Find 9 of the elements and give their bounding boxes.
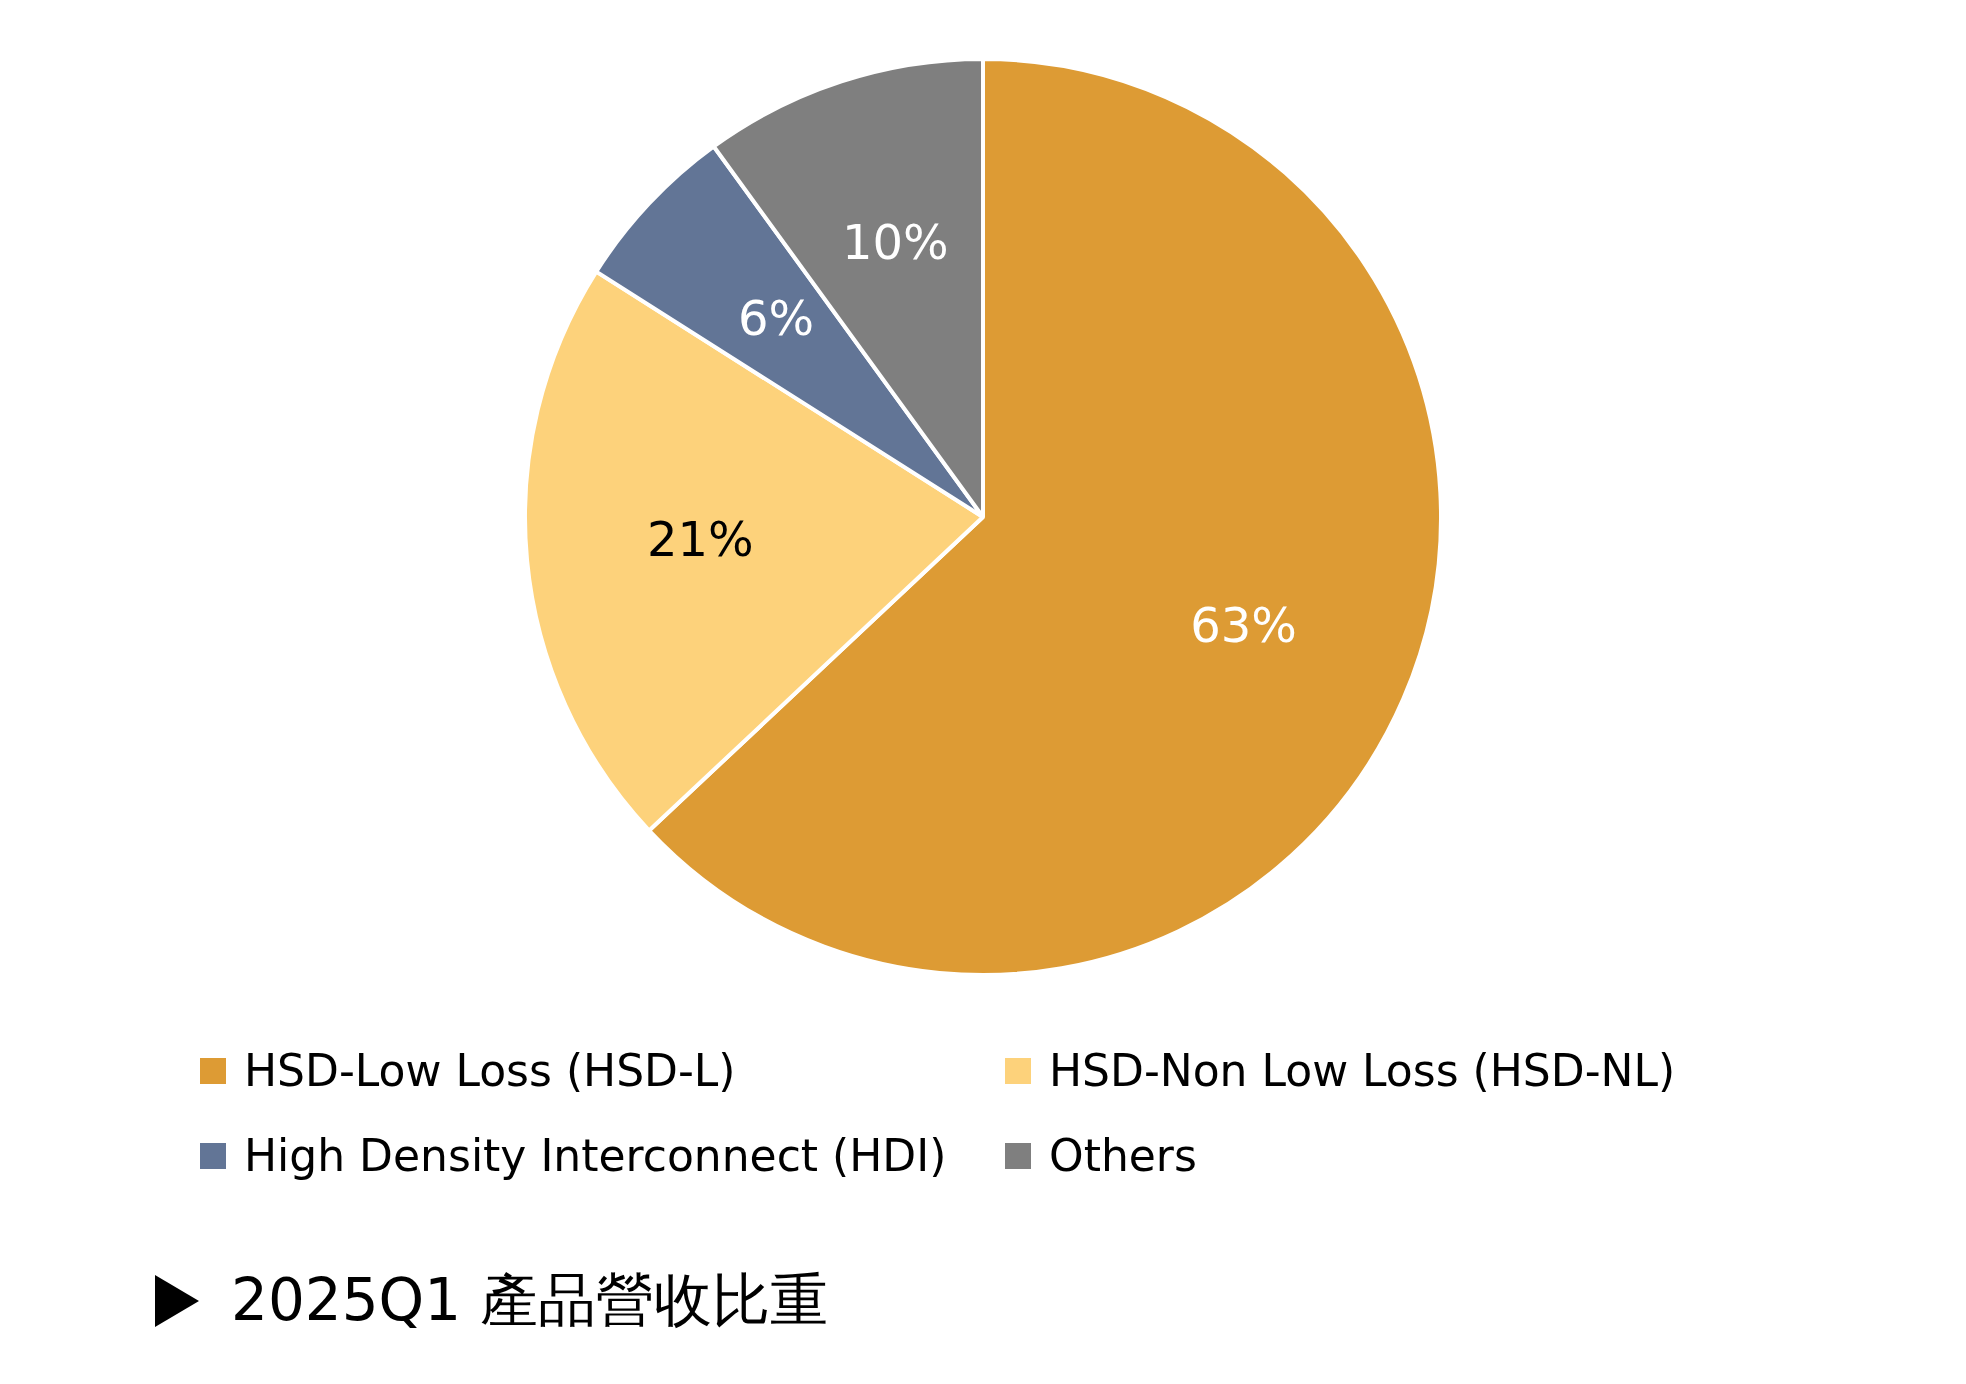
text: 2025Q1 產品營收比重 <box>231 1265 828 1336</box>
legend-label: HSD-Non Low Loss (HSD-NL) <box>1049 1045 1676 1096</box>
data-label: 10% <box>841 214 949 271</box>
legend-label: Others <box>1049 1130 1197 1181</box>
data-label: 63% <box>1190 597 1297 654</box>
data-label: 21% <box>646 511 754 568</box>
data-label: 6% <box>737 290 815 347</box>
legend-label: HSD-Low Loss (HSD-L) <box>244 1045 736 1096</box>
legend-label: High Density Interconnect (HDI) <box>244 1130 947 1181</box>
